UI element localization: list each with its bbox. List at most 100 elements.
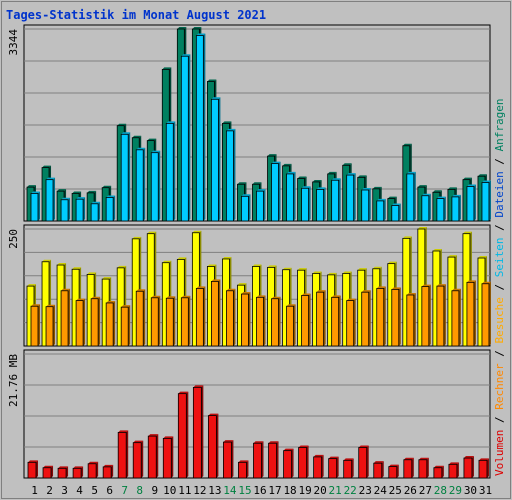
bar-top: [207, 264, 217, 267]
bar-side: [353, 173, 356, 221]
bar-face: [481, 283, 490, 347]
bar-top: [162, 260, 172, 263]
bar-top: [267, 265, 277, 268]
x-label-day-25: 25: [389, 484, 402, 497]
bar-side: [83, 197, 86, 221]
bar-dateien-day-26: [406, 171, 416, 222]
bar-face: [60, 199, 69, 222]
x-label-day-4: 4: [76, 484, 83, 497]
bar-top: [103, 464, 114, 467]
x-label-day-20: 20: [314, 484, 327, 497]
bar-side: [336, 456, 339, 478]
bar-top: [417, 227, 427, 229]
bar-dateien-day-18: [286, 171, 296, 222]
bar-side: [233, 288, 236, 346]
bar-dateien-day-12: [195, 33, 206, 222]
bar-face: [373, 462, 383, 479]
bar-top: [193, 385, 204, 388]
bar-side: [171, 436, 174, 478]
bar-top: [72, 191, 82, 194]
bar-side: [261, 441, 264, 478]
bar-side: [263, 295, 266, 346]
bar-face: [132, 442, 142, 479]
bar-volumen-day-9: [147, 434, 159, 479]
bar-top: [403, 457, 414, 460]
bar-side: [68, 197, 71, 221]
bar-besuche-day-20: [316, 290, 326, 347]
bar-besuche-day-25: [391, 287, 401, 347]
bar-side: [53, 177, 56, 221]
bar-face: [223, 441, 232, 479]
bar-side: [81, 466, 84, 478]
bar-side: [38, 191, 40, 221]
bar-top: [241, 292, 251, 295]
bar-dateien-day-11: [180, 54, 191, 222]
bar-side: [111, 464, 114, 478]
x-label-day-12: 12: [193, 484, 206, 497]
bar-volumen-day-26: [403, 457, 414, 479]
bar-face: [403, 459, 413, 479]
bar-side: [308, 293, 311, 346]
bar-besuche-day-17: [271, 296, 281, 347]
bar-dateien-day-16: [256, 189, 266, 222]
bar-volumen-day-11: [177, 391, 189, 479]
bar-top: [181, 295, 191, 298]
bar-top: [282, 267, 292, 270]
bar-top: [271, 296, 281, 299]
bar-side: [98, 296, 101, 346]
bar-side: [68, 288, 71, 346]
bar-top: [237, 182, 247, 185]
bar-side: [36, 460, 38, 478]
legend-separator: /: [493, 410, 506, 430]
bar-top: [432, 248, 442, 251]
legend-besuche: Besuche: [493, 297, 506, 343]
x-label-day-26: 26: [404, 484, 417, 497]
bar-top: [136, 147, 146, 150]
bar-top: [451, 288, 461, 291]
bar-besuche-day-8: [135, 289, 146, 347]
bar-top: [316, 187, 326, 190]
bar-volumen-day-10: [162, 436, 174, 479]
series-dateien: [30, 33, 491, 222]
bar-dateien-day-28: [436, 196, 446, 222]
bar-volumen-day-15: [238, 460, 249, 479]
bar-face: [361, 291, 370, 347]
bar-seiten-day-26: [402, 236, 412, 347]
bar-dateien-day-14: [226, 128, 236, 222]
bar-top: [61, 288, 71, 291]
bar-top: [331, 295, 341, 298]
bar-top: [331, 178, 341, 181]
bar-top: [42, 259, 52, 262]
bar-top: [373, 461, 384, 464]
x-label-day-19: 19: [298, 484, 311, 497]
legend-rechner: Rechner: [493, 363, 506, 410]
bar-face: [331, 179, 340, 222]
bar-face: [87, 463, 97, 479]
bar-face: [75, 300, 84, 347]
bar-besuche-day-6: [105, 300, 116, 347]
bar-face: [57, 467, 67, 479]
bar-face: [478, 459, 488, 479]
bar-volumen-day-6: [102, 464, 114, 479]
bar-besuche-day-14: [226, 288, 236, 347]
bar-dateien-day-5: [90, 201, 101, 222]
bar-top: [177, 257, 187, 260]
bar-side: [488, 180, 491, 221]
bar-side: [338, 295, 341, 346]
bar-top: [417, 185, 427, 188]
bar-top: [357, 268, 367, 271]
bar-top: [327, 272, 337, 275]
bar-face: [402, 237, 411, 347]
bar-top: [88, 461, 99, 464]
series-besuche: [30, 279, 491, 347]
y-max-label-hits: 3344: [7, 29, 20, 56]
bar-face: [256, 190, 264, 222]
bar-top: [147, 231, 157, 234]
bar-side: [471, 456, 474, 478]
bar-top: [106, 195, 116, 198]
x-label-day-8: 8: [136, 484, 143, 497]
bar-face: [313, 456, 323, 479]
bar-face: [448, 463, 458, 479]
bar-top: [222, 256, 232, 259]
bar-face: [466, 186, 475, 222]
